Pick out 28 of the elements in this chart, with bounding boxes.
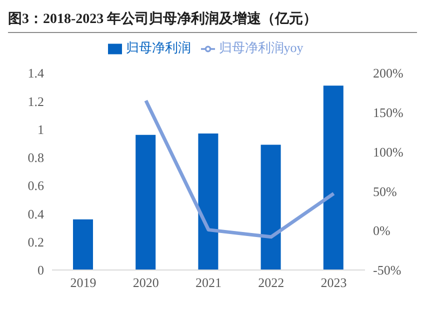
bar — [73, 219, 93, 270]
y-tick-label: 0 — [38, 262, 44, 278]
y2-tick-label: -50% — [373, 262, 402, 278]
bar — [136, 134, 156, 270]
legend-label: 归母净利润yoy — [218, 40, 304, 55]
x-tick-label: 2023 — [320, 275, 347, 290]
x-tick-label: 2022 — [258, 275, 284, 290]
x-tick-label: 2020 — [132, 275, 159, 290]
bar — [260, 144, 281, 270]
y-tick-label: 0.6 — [28, 178, 44, 194]
y-tick-label: 0.8 — [28, 150, 44, 166]
line-series — [144, 98, 336, 239]
x-tick-label: 2019 — [70, 275, 96, 290]
x-tick-label: 2021 — [196, 275, 222, 290]
bar — [198, 134, 218, 270]
y-tick-label: 1 — [38, 122, 44, 137]
y-tick-label: 1.2 — [28, 94, 44, 109]
y-tick-label: 0.2 — [28, 234, 44, 250]
y-tick-label: 1.4 — [28, 66, 44, 81]
bar — [323, 86, 344, 270]
y2-tick-label: 50% — [373, 184, 397, 199]
y2-tick-label: 150% — [373, 105, 404, 120]
y-tick-label: 0.4 — [28, 206, 44, 222]
legend-label: 归母净利润 — [126, 40, 191, 55]
y2-tick-label: 200% — [373, 66, 404, 81]
y2-tick-label: 100% — [373, 144, 404, 160]
chart-title: 图3：2018-2023 年公司归母净利润及增速（亿元） — [8, 8, 417, 33]
y2-tick-label: 0% — [373, 223, 390, 238]
